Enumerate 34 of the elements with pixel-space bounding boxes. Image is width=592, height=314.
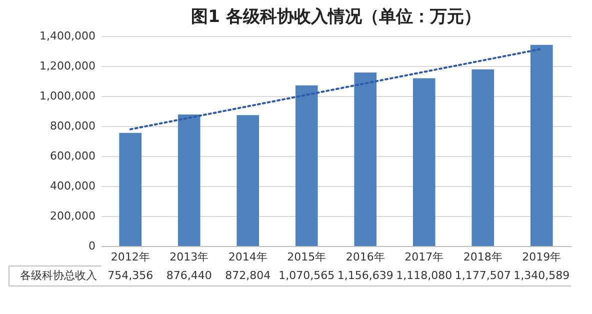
x-tick-label: 2018年 — [463, 250, 502, 264]
x-tick-label: 2017年 — [404, 250, 444, 264]
data-label: 1,118,080 — [396, 269, 452, 282]
data-label: 1,177,507 — [454, 269, 511, 282]
data-label: 872,804 — [225, 269, 271, 282]
x-tick-label: 2019年 — [522, 250, 562, 264]
bar — [530, 44, 553, 246]
x-tick-label: 2014年 — [228, 250, 268, 264]
x-tick-label: 2013年 — [170, 250, 209, 264]
data-label: 1,340,589 — [514, 269, 570, 282]
y-tick-label: 0 — [88, 240, 96, 252]
x-tick-label: 2012年 — [110, 250, 150, 264]
bar — [295, 85, 318, 246]
data-label: 1,156,639 — [337, 269, 394, 282]
y-tick-label: 1,400,000 — [40, 30, 96, 42]
x-tick-label: 2016年 — [346, 250, 385, 264]
y-tick-label: 200,000 — [50, 210, 96, 222]
chart-title: 图1 各级科协收入情况（单位：万元） — [191, 7, 481, 27]
bar — [119, 132, 142, 246]
y-tick-label: 400,000 — [50, 180, 96, 192]
y-tick-label: 1,000,000 — [40, 90, 96, 102]
bar — [472, 69, 494, 246]
y-tick-label: 600,000 — [50, 150, 96, 162]
x-tick-label: 2015年 — [287, 250, 326, 264]
y-tick-label: 800,000 — [50, 120, 96, 132]
bar — [412, 78, 436, 246]
data-label: 876,440 — [166, 269, 212, 282]
bar — [236, 115, 260, 246]
data-label: 754,356 — [108, 269, 154, 282]
bar — [178, 114, 200, 246]
text: 各级科协总收入 — [20, 269, 97, 282]
bar — [354, 72, 377, 246]
y-tick-label: 1,200,000 — [40, 60, 96, 72]
data-label: 1,070,565 — [278, 269, 335, 282]
